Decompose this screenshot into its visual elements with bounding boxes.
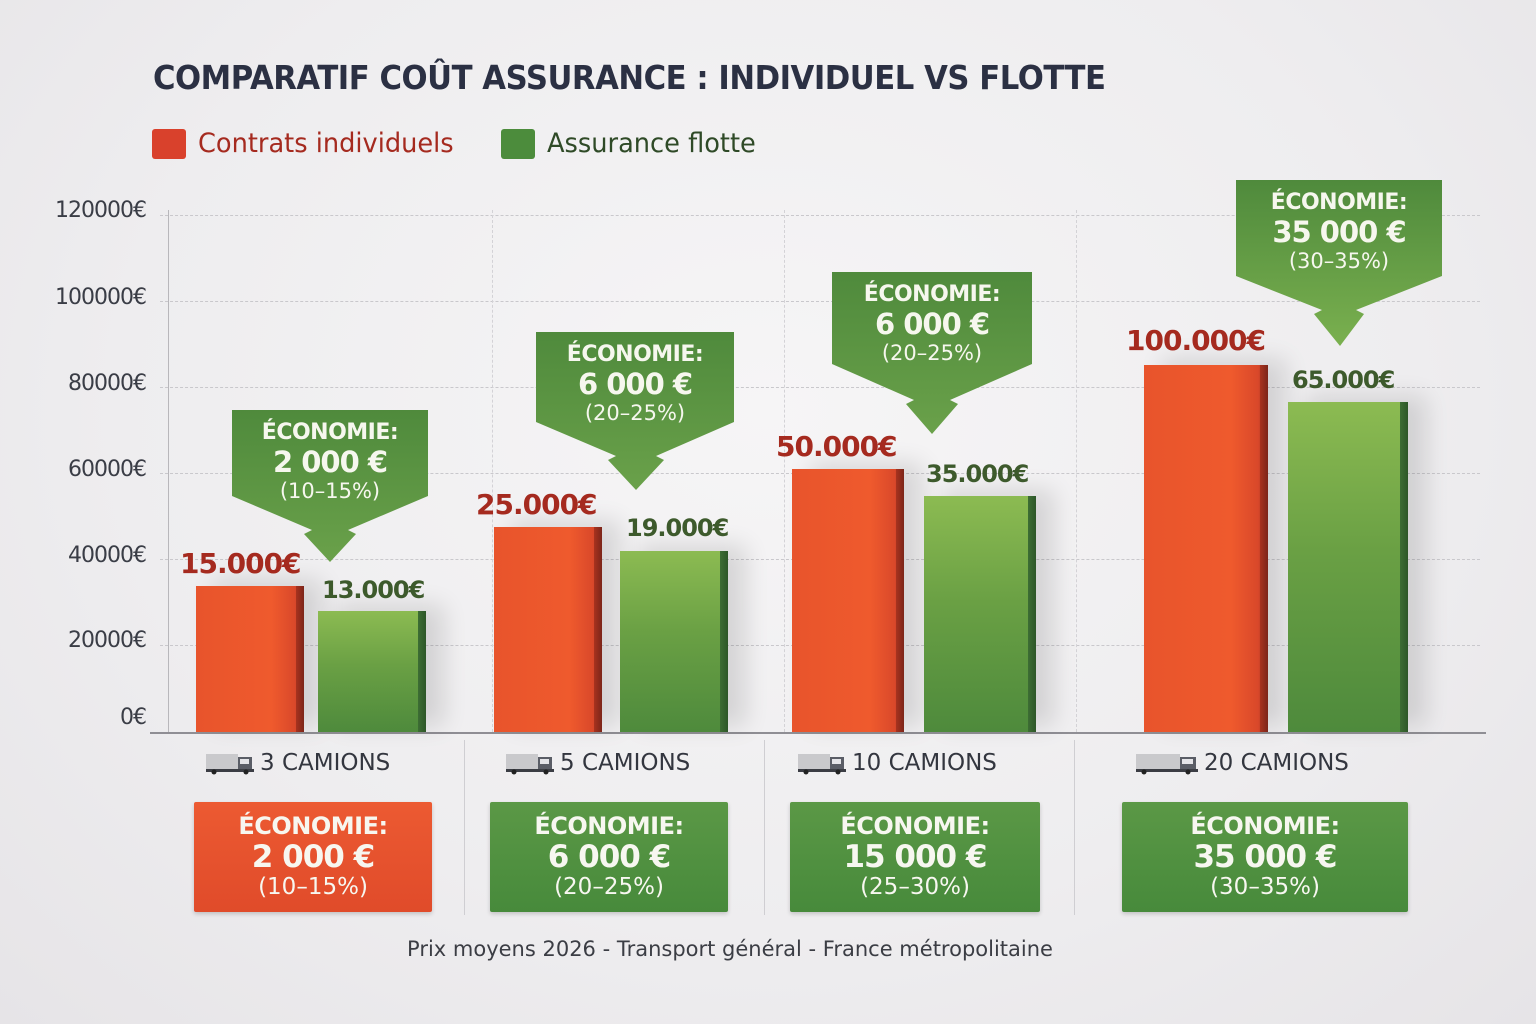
v-gridline	[784, 210, 785, 732]
gridline	[160, 215, 1480, 216]
y-tick: 120000€	[55, 198, 147, 223]
truck-icon	[506, 751, 554, 775]
savings-callout: ÉCONOMIE: 35 000 € (30–35%)	[1232, 180, 1446, 346]
callout-amount: 35 000 €	[1272, 215, 1406, 249]
value-label-individual: 100.000€	[1126, 324, 1266, 357]
savings-range: (25–30%)	[860, 874, 970, 900]
bar-fleet-10	[924, 496, 1036, 732]
value-label-fleet: 13.000€	[322, 576, 425, 604]
savings-callout: ÉCONOMIE: 6 000 € (20–25%)	[828, 272, 1036, 434]
savings-range: (30–35%)	[1210, 874, 1320, 900]
value-label-individual: 25.000€	[476, 488, 598, 521]
v-gridline	[492, 210, 493, 732]
legend-label: Contrats individuels	[198, 128, 454, 159]
callout-title: ÉCONOMIE:	[566, 342, 704, 367]
legend-swatch-red	[152, 128, 186, 159]
savings-box: ÉCONOMIE: 6 000 € (20–25%)	[490, 802, 728, 912]
bar-fleet-20	[1288, 402, 1408, 732]
gridline	[160, 301, 1480, 302]
down-arrow-callout-icon	[536, 332, 734, 490]
legend-label: Assurance flotte	[547, 128, 756, 159]
y-tick: 40000€	[68, 543, 147, 568]
savings-range: (10–15%)	[258, 874, 368, 900]
category-label: 20 CAMIONS	[1136, 750, 1349, 776]
savings-title: ÉCONOMIE:	[534, 812, 684, 840]
callout-range: (30–35%)	[1288, 249, 1390, 273]
callout-amount: 2 000 €	[272, 445, 388, 479]
v-gridline	[1076, 210, 1077, 732]
category-text: 3 CAMIONS	[260, 750, 391, 776]
callout-title: ÉCONOMIE:	[1270, 190, 1408, 215]
down-arrow-callout-icon	[1236, 180, 1442, 346]
bar-individual-3	[196, 586, 304, 732]
bar-fleet-3	[318, 611, 426, 732]
savings-title: ÉCONOMIE:	[840, 812, 990, 840]
category-label: 10 CAMIONS	[798, 750, 997, 776]
y-tick: 0€	[120, 705, 147, 730]
y-axis	[168, 210, 169, 732]
y-tick: 60000€	[68, 457, 147, 482]
y-tick: 80000€	[68, 371, 147, 396]
category-label: 5 CAMIONS	[506, 750, 690, 776]
truck-icon	[206, 751, 254, 775]
truck-icon	[798, 751, 846, 775]
gridline	[160, 387, 1480, 388]
savings-callout: ÉCONOMIE: 2 000 € (10–15%)	[228, 410, 432, 562]
category-text: 20 CAMIONS	[1204, 750, 1349, 776]
category-text: 5 CAMIONS	[560, 750, 691, 776]
category-separator	[1074, 740, 1075, 915]
value-label-individual: 50.000€	[776, 430, 898, 463]
truck-icon	[1136, 751, 1198, 775]
callout-range: (10–15%)	[279, 479, 381, 503]
legend: Contrats individuels Assurance flotte	[152, 128, 801, 159]
down-arrow-callout-icon	[232, 410, 428, 562]
callout-title: ÉCONOMIE:	[863, 282, 1001, 307]
legend-item-individual: Contrats individuels	[152, 128, 467, 159]
savings-box: ÉCONOMIE: 15 000 € (25–30%)	[790, 802, 1040, 912]
value-label-fleet: 65.000€	[1292, 366, 1395, 394]
savings-amount: 6 000 €	[547, 839, 671, 875]
callout-range: (20–25%)	[584, 401, 686, 425]
callout-amount: 6 000 €	[874, 307, 990, 341]
legend-swatch-green	[501, 128, 536, 159]
bar-fleet-5	[620, 551, 728, 732]
value-label-fleet: 35.000€	[926, 460, 1029, 488]
savings-amount: 15 000 €	[843, 839, 987, 875]
x-axis	[150, 732, 1486, 734]
category-text: 10 CAMIONS	[852, 750, 997, 776]
bar-individual-20	[1144, 365, 1268, 732]
savings-title: ÉCONOMIE:	[1190, 812, 1340, 840]
savings-box: ÉCONOMIE: 35 000 € (30–35%)	[1122, 802, 1408, 912]
bar-individual-10	[792, 469, 904, 732]
value-label-individual: 15.000€	[180, 547, 302, 580]
category-separator	[764, 740, 765, 915]
chart-title: COMPARATIF COÛT ASSURANCE : INDIVIDUEL V…	[153, 58, 1106, 97]
down-arrow-callout-icon	[832, 272, 1032, 434]
callout-range: (20–25%)	[881, 341, 983, 365]
savings-range: (20–25%)	[554, 874, 664, 900]
savings-box: ÉCONOMIE: 2 000 € (10–15%)	[194, 802, 432, 912]
legend-item-fleet: Assurance flotte	[501, 128, 767, 159]
callout-amount: 6 000 €	[577, 367, 693, 401]
bar-individual-5	[494, 527, 602, 732]
savings-amount: 35 000 €	[1193, 839, 1337, 875]
y-tick: 100000€	[55, 285, 147, 310]
category-separator	[464, 740, 465, 915]
y-tick: 20000€	[68, 628, 147, 653]
footnote: Prix moyens 2026 - Transport général - F…	[407, 937, 1053, 961]
savings-amount: 2 000 €	[251, 839, 375, 875]
category-label: 3 CAMIONS	[206, 750, 390, 776]
callout-title: ÉCONOMIE:	[261, 420, 399, 445]
value-label-fleet: 19.000€	[626, 514, 729, 542]
savings-title: ÉCONOMIE:	[238, 812, 388, 840]
savings-callout: ÉCONOMIE: 6 000 € (20–25%)	[532, 332, 738, 490]
